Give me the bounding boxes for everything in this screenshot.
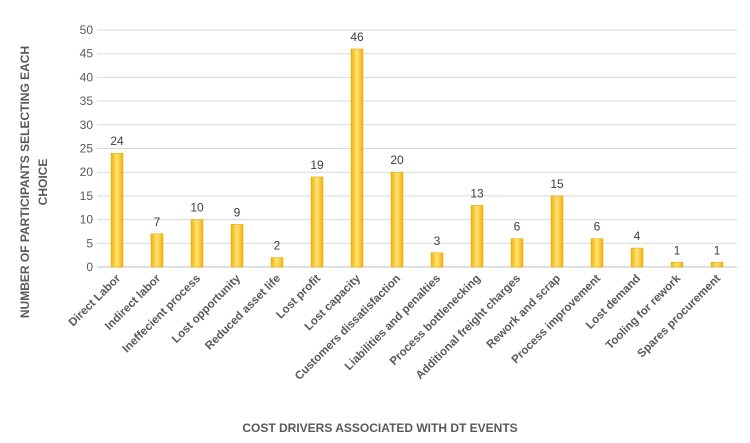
x-tick-label: Ineffecient process	[121, 273, 204, 356]
bars	[110, 48, 724, 268]
x-tick-label: Rework and scrap	[485, 273, 564, 352]
data-label: 10	[190, 201, 204, 215]
bar	[230, 224, 244, 268]
data-label: 1	[714, 243, 721, 257]
x-tick-label: Reduced asset life	[203, 273, 283, 353]
x-tick-label: Spares procurement	[636, 273, 724, 361]
data-label: 1	[674, 243, 681, 257]
y-tick-label: 35	[80, 94, 94, 108]
data-label: 2	[274, 239, 281, 253]
bar	[110, 152, 124, 268]
x-axis-title: COST DRIVERS ASSOCIATED WITH DT EVENTS	[242, 421, 517, 435]
bar	[710, 262, 724, 268]
data-label: 24	[110, 134, 124, 148]
data-label: 6	[514, 220, 521, 234]
gridlines	[97, 29, 737, 268]
y-axis-ticks: 0 5 10 15 20 25 30 35 40 45 50	[80, 23, 94, 274]
y-tick-label: 30	[80, 118, 94, 132]
data-label: 4	[634, 229, 641, 243]
data-label: 3	[434, 234, 441, 248]
bar	[390, 171, 404, 268]
x-tick-label: Tooling for rework	[604, 272, 684, 352]
y-tick-label: 50	[80, 23, 94, 37]
bar	[190, 219, 204, 268]
y-tick-label: 5	[86, 236, 93, 250]
bar	[350, 48, 364, 268]
y-tick-label: 45	[80, 47, 94, 61]
data-label: 9	[234, 205, 241, 219]
y-axis-title-line-1: NUMBER OF PARTICIPANTS SELECTING EACH	[18, 46, 32, 318]
y-tick-label: 20	[80, 165, 94, 179]
bar	[150, 233, 164, 268]
bar	[590, 238, 604, 268]
data-label: 6	[594, 220, 601, 234]
y-tick-label: 15	[80, 189, 94, 203]
bar	[310, 176, 324, 268]
data-label: 15	[550, 177, 564, 191]
data-label: 7	[154, 215, 161, 229]
data-labels: 24 7 10 9 2 19 46 20 3 13 6 15 6 4 1 1	[110, 30, 720, 257]
x-tick-label: Lost opportunity	[170, 272, 244, 346]
bar	[470, 205, 484, 268]
y-axis-title-line-2: CHOICE	[36, 159, 50, 206]
bar	[670, 262, 684, 268]
data-label: 46	[350, 30, 364, 44]
data-label: 19	[310, 158, 324, 172]
y-tick-label: 0	[86, 260, 93, 274]
y-tick-label: 40	[80, 70, 94, 84]
bar	[270, 257, 284, 268]
y-tick-label: 25	[80, 142, 94, 156]
data-label: 20	[390, 153, 404, 167]
data-label: 13	[470, 186, 484, 200]
bar	[430, 252, 444, 268]
bar	[630, 247, 644, 268]
bar	[510, 238, 524, 268]
y-tick-label: 10	[80, 213, 94, 227]
bar	[550, 195, 564, 268]
